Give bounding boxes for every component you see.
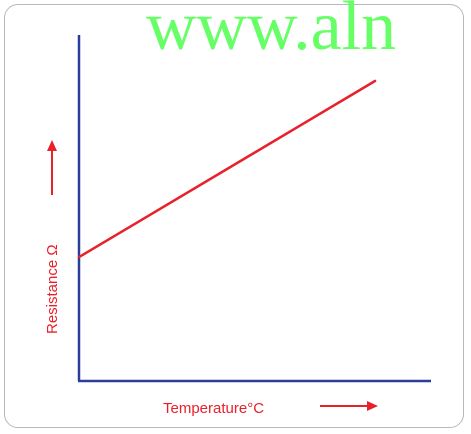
x-axis-label: Temperature°C (163, 400, 264, 417)
y-axis-label: Resistance Ω (44, 244, 61, 334)
y-axis-arrow-head (47, 140, 57, 151)
series-layer (77, 79, 377, 259)
series-line-1 (77, 79, 377, 259)
x-axis-arrow-head (367, 401, 378, 411)
chart-frame (4, 4, 464, 428)
watermark-text: www.aln (146, 0, 397, 65)
